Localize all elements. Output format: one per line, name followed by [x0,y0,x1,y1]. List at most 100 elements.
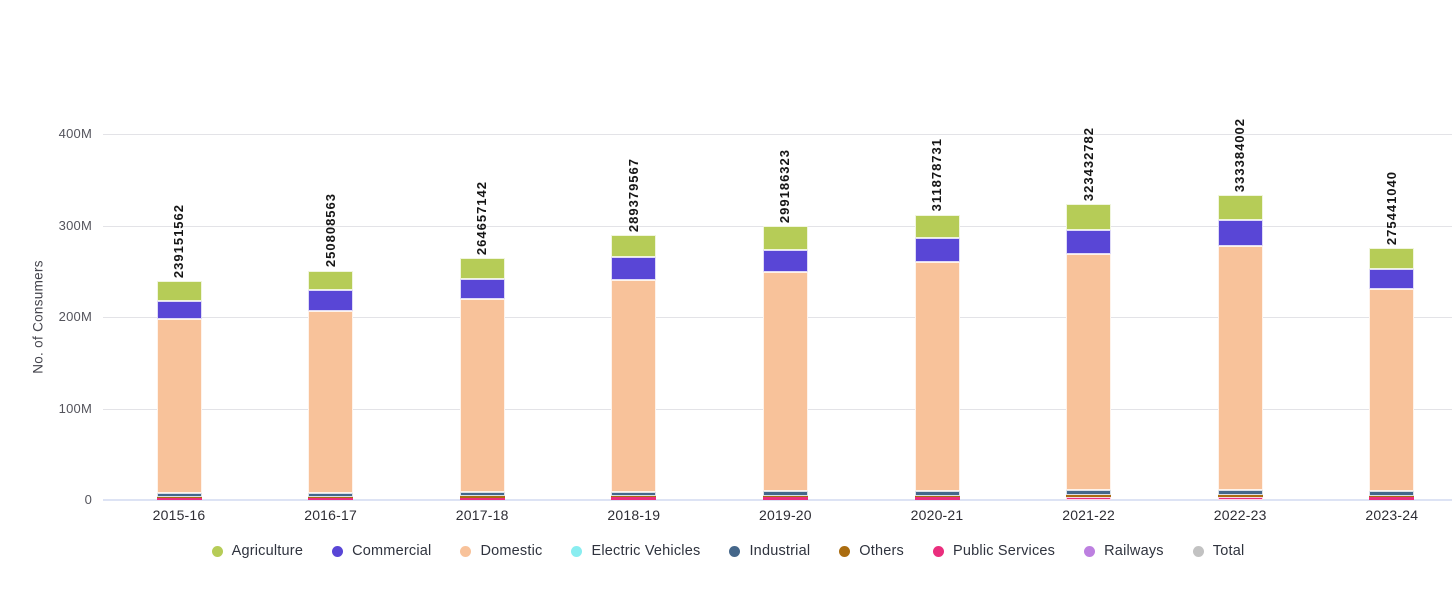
bar-segment-commercial[interactable] [156,300,202,320]
legend-item-others[interactable]: Others [839,543,904,559]
bar-segment-agriculture[interactable] [762,226,808,250]
x-tick-label: 2023-24 [1365,507,1419,523]
bar-segment-industrial[interactable] [1066,490,1112,496]
legend-item-label: Commercial [352,543,432,559]
bar-segment-others[interactable] [762,495,808,498]
legend-item-domestic[interactable]: Domestic [460,543,542,559]
legend-item-label: Others [859,543,905,559]
bar-segment-industrial[interactable] [459,492,505,497]
bar-total-label: 299186323 [777,149,793,224]
legend-item-label: Railways [1104,543,1164,559]
bar-segment-commercial[interactable] [1066,229,1112,254]
bar-segment-industrial[interactable] [762,491,808,496]
bar-segment-others[interactable] [611,496,657,498]
bar-segment-commercial[interactable] [1217,220,1263,246]
bar-segment-industrial[interactable] [156,493,202,497]
legend-item-label: Agriculture [231,543,304,559]
bar-segment-commercial[interactable] [914,237,960,263]
gridline [103,225,1452,227]
bar-total-label: 239151562 [171,204,186,279]
legend-swatch-icon [729,545,741,557]
bar-segment-agriculture[interactable] [1369,247,1415,269]
bar-segment-others[interactable] [308,496,354,498]
x-tick-label: 2017-18 [455,507,509,523]
x-tick-label: 2018-19 [607,507,661,523]
legend-item-label: Domestic [480,543,543,559]
legend-swatch-icon [571,545,583,557]
bar-segment-others[interactable] [156,496,202,498]
legend-item-electric-vehicles[interactable]: Electric Vehicles [571,543,700,559]
legend-swatch-icon [1084,545,1096,557]
y-tick-label: 100M [58,400,92,416]
bar-segment-domestic[interactable] [1369,289,1415,492]
y-tick-label: 0 [84,492,92,507]
legend-item-label: Public Services [953,543,1056,559]
bar-segment-agriculture[interactable] [1217,194,1263,221]
bar-segment-industrial[interactable] [1369,491,1415,496]
legend-swatch-icon [933,545,945,557]
bar-segment-others[interactable] [914,495,960,498]
legend-item-agriculture[interactable]: Agriculture [211,543,304,559]
bar-segment-public-services[interactable] [762,497,808,500]
y-tick-label: 400M [58,126,92,141]
legend-item-label: Industrial [749,543,811,559]
bar-segment-others[interactable] [1217,494,1263,497]
bar-segment-industrial[interactable] [914,490,960,496]
bar-segment-domestic[interactable] [914,262,960,491]
bar-segment-public-services[interactable] [156,497,202,500]
x-tick-label: 2016-17 [304,507,357,523]
legend-swatch-icon [1192,545,1204,557]
bar-segment-domestic[interactable] [611,279,657,492]
bar-segment-public-services[interactable] [1369,497,1415,500]
legend-item-label: Total [1212,543,1245,559]
bar-segment-public-services[interactable] [459,497,505,500]
legend-item-total[interactable]: Total [1192,543,1245,559]
bar-segment-commercial[interactable] [459,278,505,300]
bar-segment-public-services[interactable] [1066,496,1112,500]
x-tick-label: 2022-23 [1213,507,1267,523]
bar-segment-commercial[interactable] [1369,269,1415,290]
legend-swatch-icon [839,545,851,557]
bar-segment-domestic[interactable] [308,310,354,493]
bar-total-label: 275441040 [1383,170,1399,245]
bar-segment-others[interactable] [1369,495,1415,498]
bar-segment-agriculture[interactable] [914,214,960,238]
bar-segment-domestic[interactable] [1066,253,1112,491]
bar-segment-agriculture[interactable] [459,257,505,279]
legend-item-industrial[interactable]: Industrial [729,543,810,559]
bar-segment-agriculture[interactable] [1066,204,1112,230]
legend-item-commercial[interactable]: Commercial [332,543,431,559]
bar-segment-industrial[interactable] [611,491,657,497]
bar-segment-domestic[interactable] [156,319,202,494]
x-tick-label: 2019-20 [759,507,812,523]
bar-segment-domestic[interactable] [762,271,808,492]
legend-swatch-icon [460,545,472,557]
bar-segment-public-services[interactable] [914,497,960,500]
bar-segment-commercial[interactable] [611,256,657,280]
legend-item-railways[interactable]: Railways [1084,543,1164,559]
bar-segment-commercial[interactable] [308,290,354,311]
bar-segment-agriculture[interactable] [611,235,657,257]
bar-total-label: 250808563 [322,193,338,268]
y-tick-label: 300M [58,217,92,233]
bar-segment-industrial[interactable] [1217,489,1263,495]
bar-total-label: 289379567 [625,158,641,233]
bar-segment-others[interactable] [1066,495,1112,497]
bar-segment-domestic[interactable] [459,299,505,493]
bar-segment-industrial[interactable] [308,492,354,497]
x-tick-label: 2020-21 [910,507,964,523]
bar-total-label: 333384002 [1232,117,1248,192]
bar-segment-domestic[interactable] [1217,245,1263,490]
legend-item-label: Electric Vehicles [591,543,701,559]
gridline [103,134,1452,135]
bar-segment-commercial[interactable] [762,249,808,272]
bar-segment-public-services[interactable] [308,497,354,500]
bar-segment-others[interactable] [459,496,505,498]
bar-total-label: 311878731 [929,138,944,212]
bar-segment-agriculture[interactable] [308,270,354,291]
bar-segment-public-services[interactable] [611,497,657,500]
bar-segment-public-services[interactable] [1217,496,1263,500]
bar-segment-agriculture[interactable] [156,281,202,301]
legend-item-public-services[interactable]: Public Services [933,543,1055,559]
